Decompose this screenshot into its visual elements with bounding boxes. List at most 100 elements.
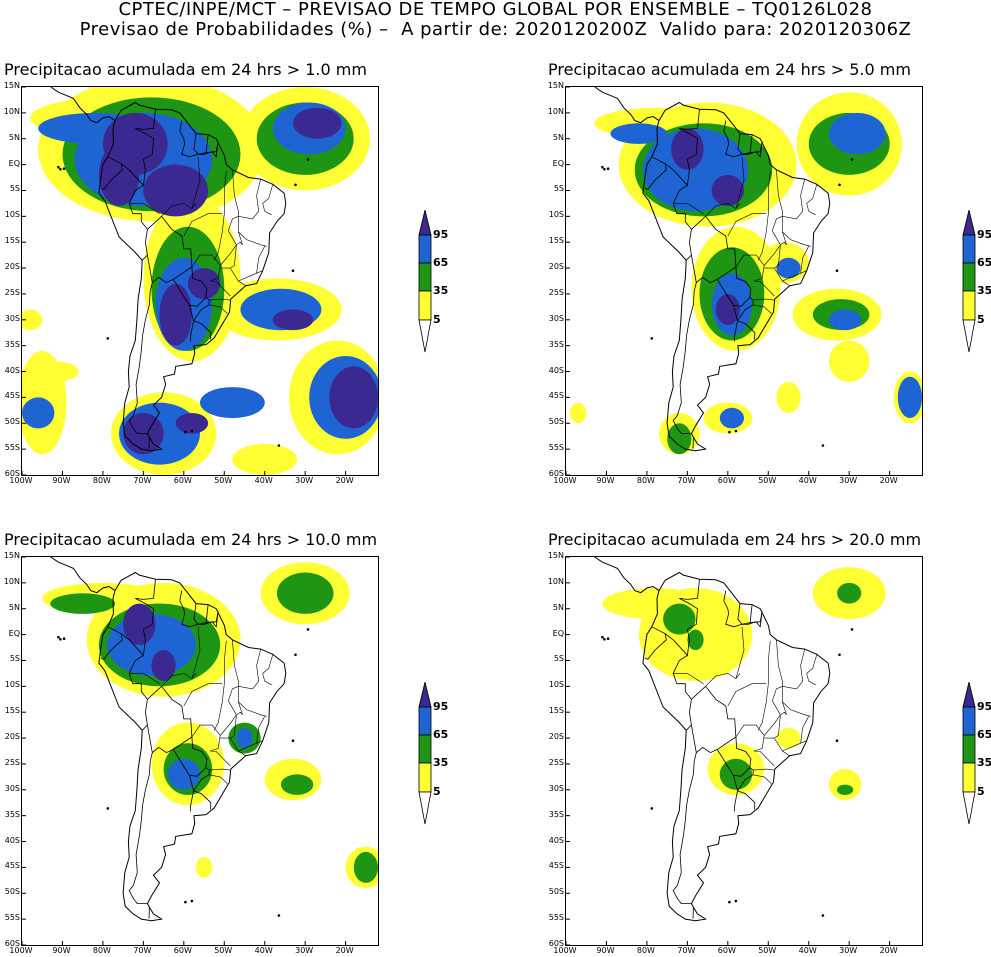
lon-tick-label: 70W (133, 476, 152, 485)
lat-tick-label: EQ (552, 628, 564, 638)
coastline (642, 101, 831, 452)
probability-area (719, 407, 744, 429)
probability-area (50, 593, 116, 614)
island (835, 269, 839, 272)
country-border (147, 685, 193, 754)
state-border (220, 244, 237, 269)
lat-tick-label: 20S (4, 262, 20, 272)
colorbar-graphic (418, 681, 432, 825)
colorbar-segment-95 (418, 681, 432, 708)
lat-tick-label: 15S (548, 706, 564, 716)
island (603, 638, 606, 641)
lon-tick-label: 70W (677, 946, 696, 955)
state-border (238, 701, 243, 715)
lat-tick-label: 10S (548, 680, 564, 690)
lat-tick-label: 15S (4, 706, 20, 716)
lon-tick-label: 50W (214, 946, 233, 955)
colorbar-label: 5 (977, 785, 985, 798)
probability-area (151, 650, 176, 682)
lat-tick-label: 35S (4, 809, 20, 819)
state-border (210, 280, 231, 297)
state-border (757, 170, 771, 261)
colorbar-segment-5 (418, 762, 432, 793)
lon-tick-label: 90W (52, 476, 71, 485)
lon-tick-label: 100W (9, 946, 33, 955)
coastline (50, 87, 116, 124)
colorbar-segment-65 (962, 234, 976, 264)
state-border (782, 270, 807, 282)
state-border (209, 768, 230, 771)
lat-tick-label: 60S (4, 469, 20, 478)
map-canvas (566, 87, 922, 475)
lon-tick-label: 80W (636, 946, 655, 955)
lat-tick-label: 40S (548, 365, 564, 375)
state-border (735, 626, 745, 679)
lon-tick-label: 40W (798, 946, 817, 955)
country-border (189, 775, 194, 812)
lat-tick-label: EQ (552, 158, 564, 168)
panel-3-map (21, 556, 379, 946)
island (838, 183, 841, 187)
state-border (764, 244, 781, 269)
probability-area (293, 107, 342, 139)
lat-tick-label: 30S (4, 783, 20, 793)
lat-tick-label: 45S (4, 391, 20, 401)
lat-tick-label: 55S (548, 913, 564, 923)
lat-tick-label: 15S (4, 236, 20, 246)
probability-area (175, 413, 209, 434)
state-border (754, 750, 775, 767)
state-border (191, 254, 221, 282)
colorbar-label: 95 (433, 700, 449, 713)
colorbar-segment-65 (962, 706, 976, 736)
coastline (594, 87, 660, 124)
probability-area (667, 423, 692, 455)
lat-tick-label: 50S (4, 887, 20, 897)
state-border (673, 203, 704, 214)
country-border (100, 156, 123, 190)
lon-tick-label: 60W (173, 476, 192, 485)
country-border (179, 120, 199, 158)
colorbar-segment-35 (418, 262, 432, 292)
lat-tick-label: 30S (4, 313, 20, 323)
lat-tick-label: EQ (8, 628, 20, 638)
lon-tick-label: 40W (798, 476, 817, 485)
colorbar-label: 65 (433, 728, 449, 741)
probability-area (671, 128, 704, 170)
state-border (776, 639, 811, 717)
lat-tick-label: 60S (548, 469, 564, 478)
state-border (782, 649, 805, 690)
lat-tick-label: 15N (547, 551, 564, 560)
probability-area (353, 851, 378, 883)
colorbar-segment-0 (962, 319, 976, 353)
probability-area (776, 257, 801, 279)
lat-tick-label: 50S (548, 887, 564, 897)
colorbar-label: 5 (433, 785, 441, 798)
lat-tick-label: 55S (548, 443, 564, 453)
country-border (135, 109, 156, 186)
probability-area (272, 309, 314, 331)
colorbar-segment-35 (962, 734, 976, 764)
country-border (100, 626, 123, 660)
island (850, 158, 854, 161)
lat-tick-label: 5N (8, 132, 20, 142)
lat-tick-label: 30S (548, 783, 564, 793)
country-border (737, 320, 756, 340)
lon-tick-label: 100W (9, 476, 33, 485)
state-border (256, 716, 265, 744)
lat-tick-label: 5N (552, 602, 564, 612)
probability-area (829, 112, 886, 155)
lat-tick-label: 50S (548, 417, 564, 427)
state-border (227, 216, 239, 245)
lat-tick-label: 10N (3, 106, 20, 116)
lat-tick-label: 30S (548, 313, 564, 323)
country-border (193, 297, 210, 322)
island (728, 900, 731, 904)
island (277, 914, 281, 917)
colorbar-label: 95 (977, 228, 991, 241)
state-border (735, 724, 765, 752)
probability-area (22, 309, 43, 331)
lat-tick-label: 60S (548, 939, 564, 948)
probability-area (837, 582, 862, 604)
lat-tick-label: 55S (4, 443, 20, 453)
lon-tick-label: 30W (295, 476, 314, 485)
